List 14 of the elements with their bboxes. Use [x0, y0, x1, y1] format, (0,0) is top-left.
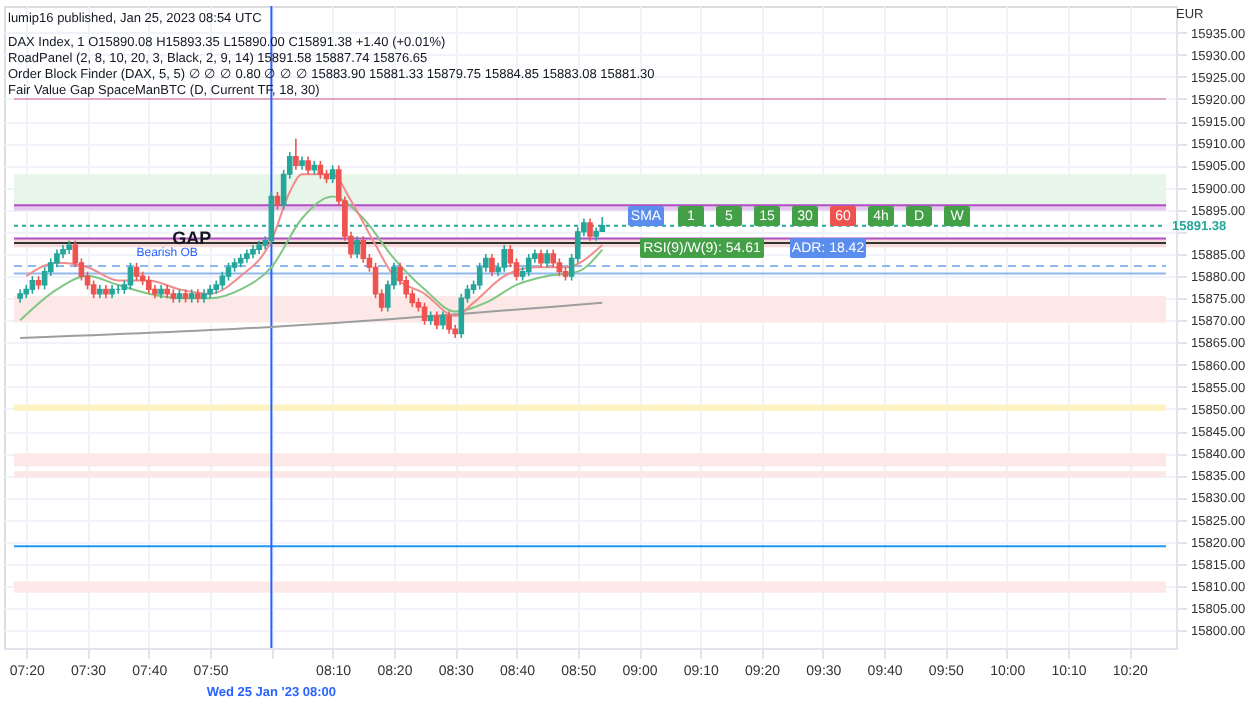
candlestick	[127, 262, 134, 291]
candlestick	[293, 138, 299, 171]
candlestick	[41, 266, 48, 291]
candlestick	[501, 244, 508, 273]
line-series	[19, 195, 604, 322]
candlestick	[360, 235, 367, 264]
candlestick	[489, 253, 495, 277]
candlestick	[587, 217, 593, 242]
candlestick	[421, 301, 428, 326]
candlestick	[476, 262, 483, 291]
candlestick	[354, 235, 360, 260]
candlestick	[458, 292, 465, 339]
candlestick	[525, 253, 532, 277]
candlestick	[446, 310, 452, 335]
